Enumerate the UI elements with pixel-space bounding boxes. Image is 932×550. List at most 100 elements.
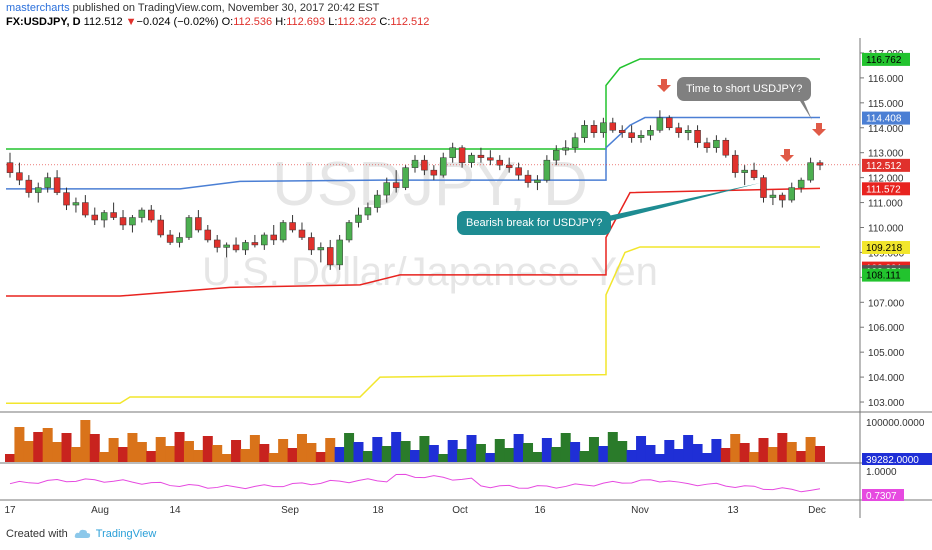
y-tick-label: 111.000 [868,199,903,210]
tradingview-logo[interactable]: TradingView [74,528,157,540]
volume-bar [400,441,411,462]
volume-bar [287,448,298,462]
volume-bar [513,434,524,462]
volume-bar [33,432,44,462]
candle-body [185,217,193,238]
candle-body [618,130,626,133]
volume-bar [636,436,647,462]
candle-body [411,159,419,168]
annotation-arrows [657,79,826,162]
volume-bar [701,453,712,462]
upper-band-line [6,58,820,150]
volume-bar [428,445,439,462]
volume-bar [683,435,694,462]
price-tag [862,111,910,125]
volume-bar [325,438,336,462]
volume-bar [457,449,468,462]
candle-body [694,130,701,143]
candle-body [298,229,306,238]
close-label: C: [379,16,391,28]
volume-bar [268,453,279,462]
volume-bar [560,433,571,462]
indicator-scale-label: 1.0000 [866,467,897,478]
candle-body [505,164,513,168]
down-arrow-icon [657,79,671,92]
volume-bar [504,448,515,462]
volume-bar [438,454,449,462]
candle-body [251,242,259,246]
candle-body [72,202,80,206]
candle-body [769,194,777,198]
volume-bar [14,427,25,462]
candle-body [232,244,240,251]
volume-bar [654,454,665,462]
volume-bar [692,444,703,462]
volume-bar [466,435,477,462]
volume-bar [249,435,260,462]
candle-body [270,234,277,241]
candle-body [496,159,504,166]
volume-bar [108,438,119,462]
candle-body [25,179,33,193]
candle-body [666,117,673,129]
candle-body [166,234,174,243]
price-change: −0.024 (−0.02%) [136,16,219,28]
volume-bar [419,436,430,462]
candle-body [440,157,447,176]
volume-bar [42,428,53,462]
price-tag-label: 108.111 [866,271,901,282]
candle-body [421,159,428,171]
volume-bar [89,434,100,462]
volume-bar [296,434,307,462]
candles [6,110,824,270]
x-tick-label: 17 [4,505,16,516]
indicator-last-tag [862,489,904,501]
candle-body [35,187,42,193]
down-arrow-icon [780,149,794,162]
symbol-label[interactable]: FX:USDJPY, D [6,16,81,28]
volume-bar [61,433,72,462]
x-tick-label: Oct [452,505,468,516]
candle-body [807,162,814,181]
y-tick-label: 115.000 [868,99,904,110]
volume-bar [485,453,496,462]
candle-body [100,212,108,221]
price-tag [862,158,910,172]
volume-bar [362,451,373,462]
volume-bar [212,445,223,462]
volume-bar [118,447,129,462]
volume-bar [673,449,684,462]
candle-body [515,167,522,176]
volume-bar [70,447,81,462]
candle-body [788,187,795,201]
volume-bar [146,451,157,462]
candle-body [204,229,212,241]
candle-body [449,147,456,158]
volume-bar [475,444,486,462]
indicator-line [9,473,821,493]
created-with-text: Created with [6,528,68,540]
price-tag-label: 109.218 [866,243,903,254]
candle-body [129,217,136,226]
price-tag [862,240,910,254]
volume-bar [202,436,213,462]
candle-body [16,172,23,181]
candle-body [458,147,466,163]
candle-body [760,177,767,198]
candle-body [797,179,805,188]
author-link[interactable]: mastercharts [6,2,70,14]
candle-body [63,192,70,206]
candle-body [637,134,645,138]
tradingview-brand[interactable]: TradingView [95,528,157,540]
candle-body [713,139,720,148]
candle-body [656,117,664,131]
callout-bearish-break[interactable]: Bearish break for USDJPY? [457,211,612,235]
volume-bar [494,439,505,462]
symbol-info-bar: FX:USDJPY, D 112.512 ▼−0.024 (−0.02%) O:… [6,16,429,28]
publish-text: published on TradingView.com, November 3… [69,2,380,14]
candle-body [524,174,532,183]
callout-time-to-short[interactable]: Time to short USDJPY? [677,77,812,101]
y-tick-label: 104.000 [868,373,905,384]
volume-bar [767,447,778,462]
